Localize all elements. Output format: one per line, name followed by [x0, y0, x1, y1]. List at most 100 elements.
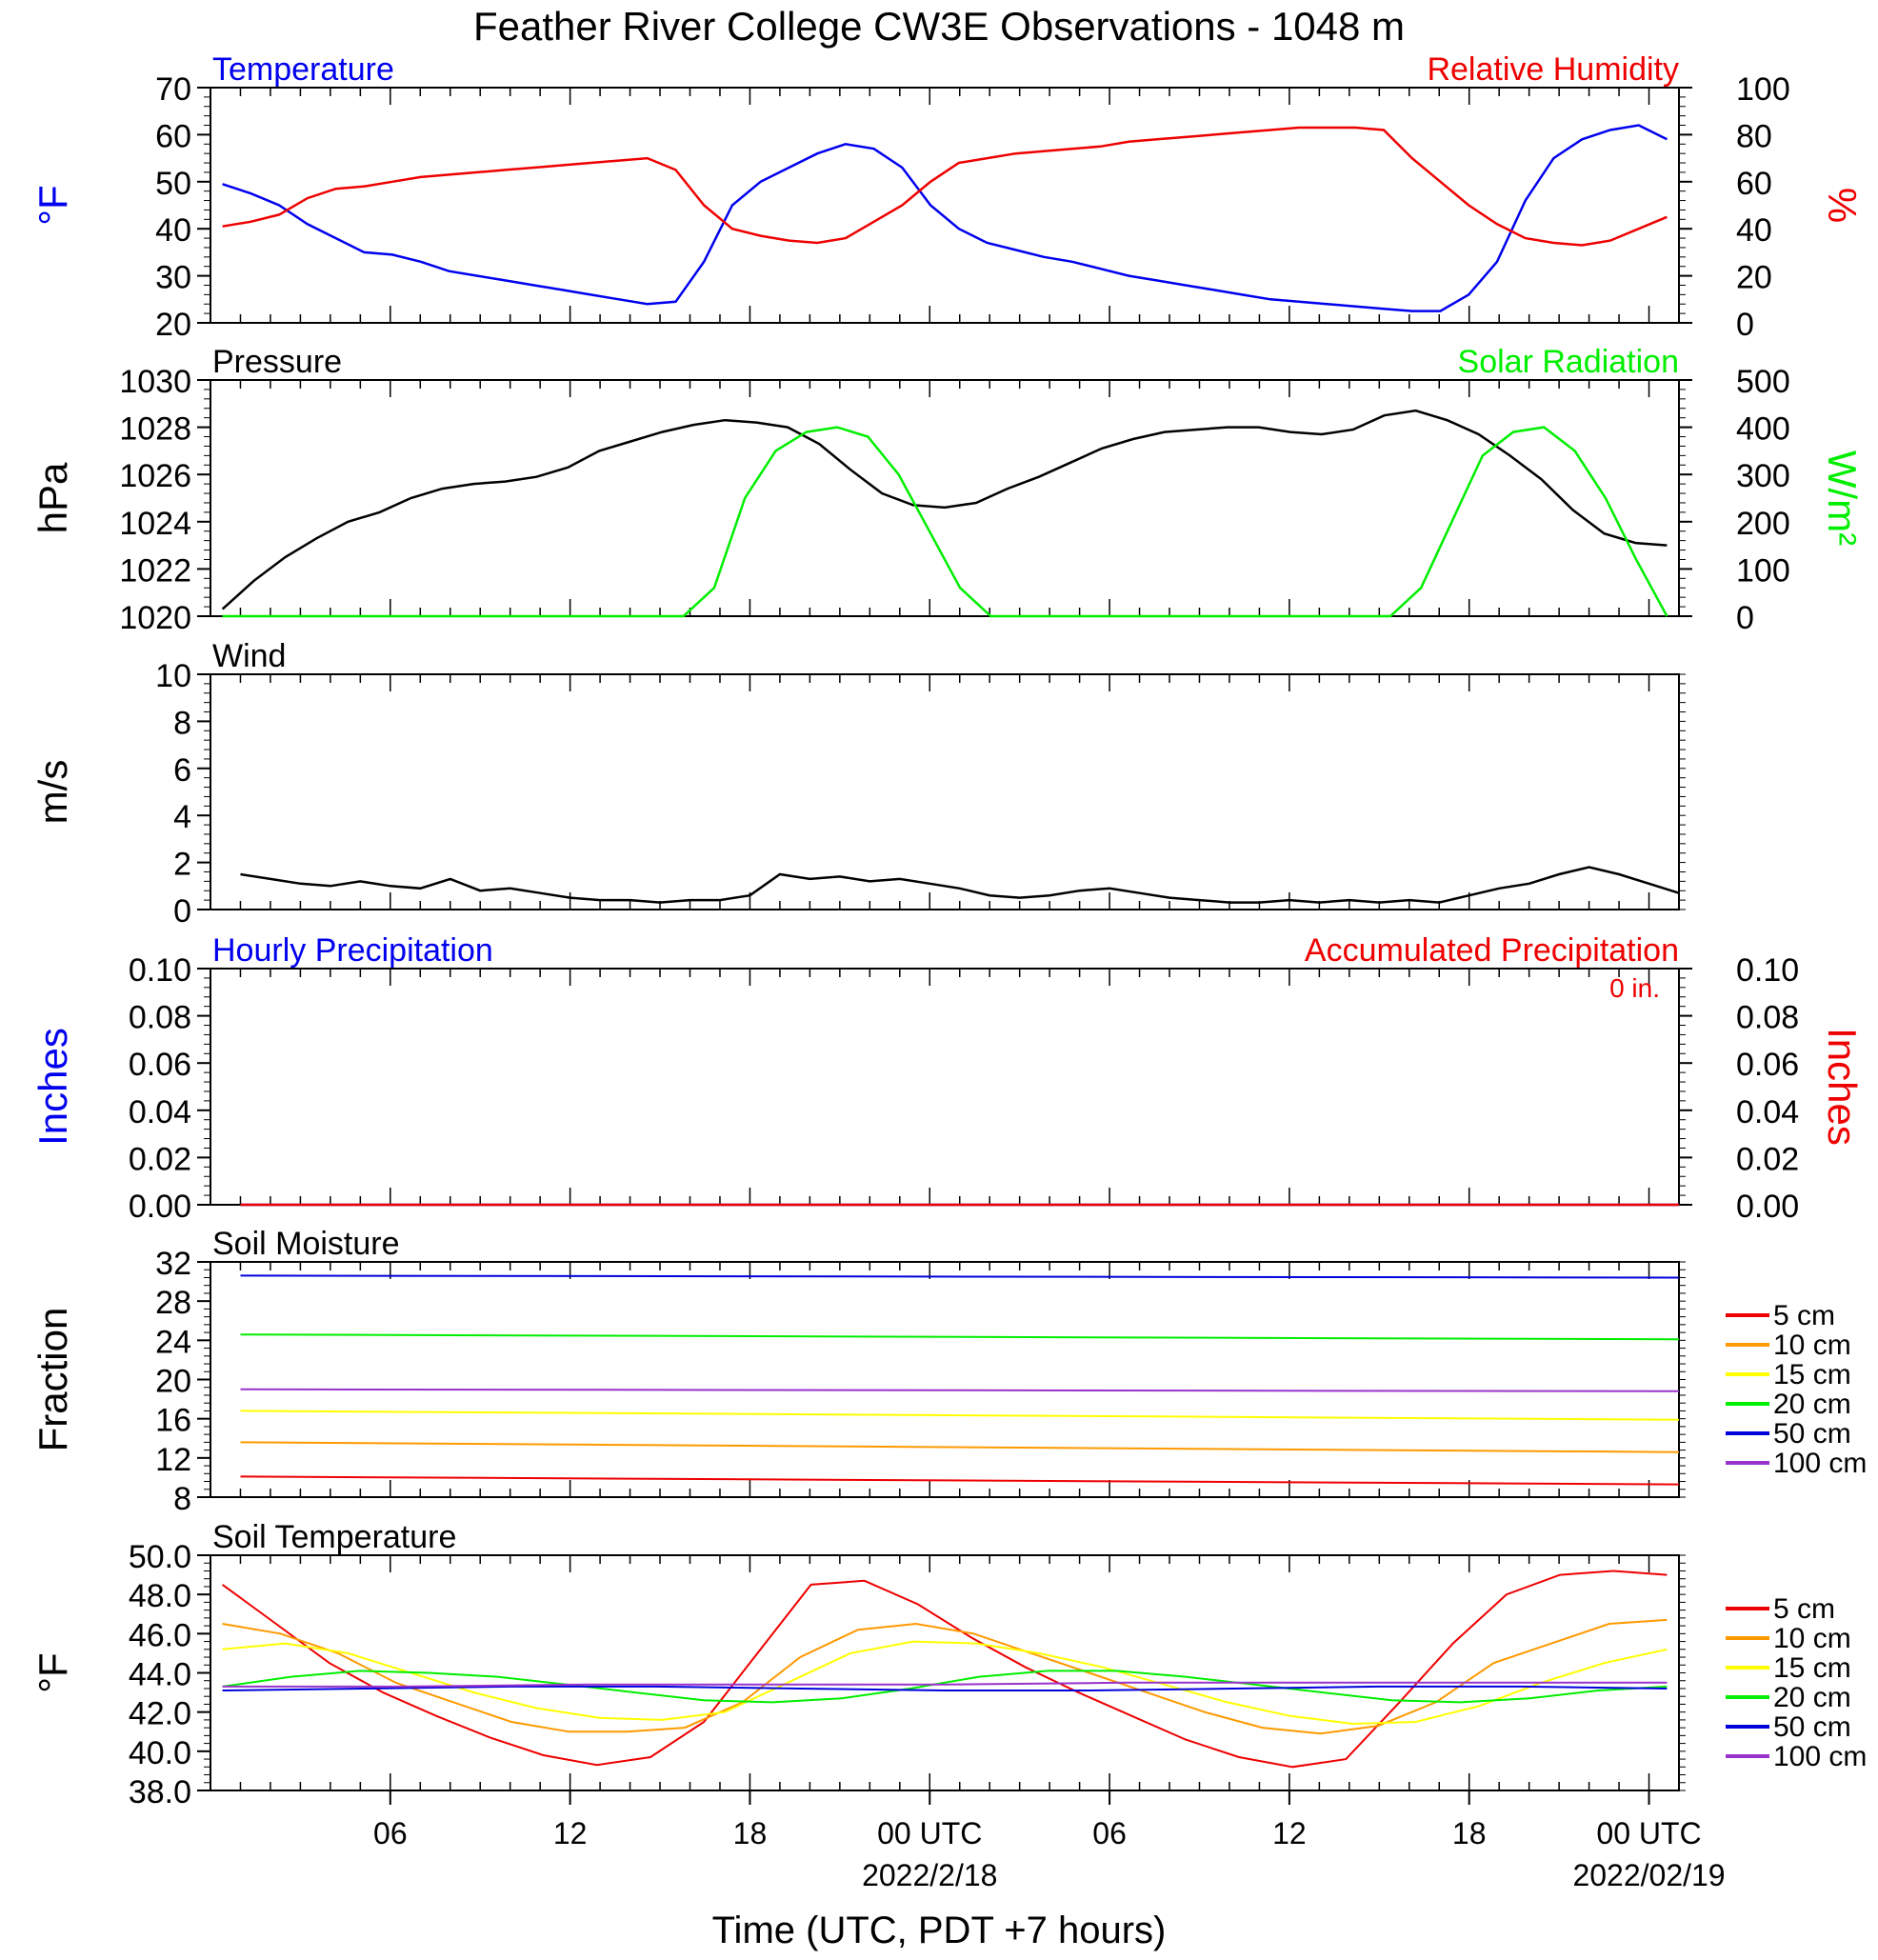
x-tick-label: 06 — [373, 1816, 408, 1850]
y-tick-label-left: 40 — [155, 212, 191, 249]
series-line-3 — [240, 1333, 1680, 1341]
y-axis-label-right: % — [1820, 188, 1865, 223]
y-tick-label-left: 10 — [155, 658, 191, 694]
x-axis-label: Time (UTC, PDT +7 hours) — [712, 1910, 1167, 1951]
legend-label: 5 cm — [1773, 1593, 1835, 1625]
chart-title: Feather River College CW3E Observations … — [473, 4, 1405, 49]
x-tick-label: 18 — [1452, 1816, 1487, 1850]
panel-5: 50.048.046.0 44.042.040.038.0 Soil Tempera… — [30, 1519, 1867, 1810]
y-tick-label-left: 46.0 — [129, 1617, 191, 1653]
legend-label: 10 cm — [1773, 1330, 1851, 1361]
y-tick-label-right: 300 — [1736, 458, 1790, 494]
series-line-2 — [222, 1640, 1668, 1726]
y-tick-label-left: 30 — [155, 260, 191, 296]
y-tick-label-left: 16 — [155, 1403, 191, 1439]
series-line-0 — [222, 124, 1668, 312]
x-date-label: 2022/2/18 — [862, 1858, 997, 1892]
series-line-5 — [240, 1388, 1680, 1392]
panel-title-left: Temperature — [212, 51, 394, 88]
x-tick-label: 18 — [733, 1816, 768, 1850]
y-axis-label-right: W/m² — [1820, 450, 1865, 546]
x-date-label: 2022/02/19 — [1572, 1858, 1725, 1892]
y-tick-label-right: 20 — [1736, 260, 1772, 296]
panel-2: 10 8 6 4 2 0 Wind m/s — [30, 638, 1686, 930]
series-line-1 — [222, 1618, 1668, 1735]
x-tick-label: 00 UTC — [1596, 1816, 1701, 1850]
y-tick-label-left: 0.04 — [129, 1094, 191, 1130]
y-tick-label-right: 0.06 — [1736, 1047, 1799, 1083]
y-tick-label-left: 0 — [173, 893, 191, 930]
y-tick-label-right: 100 — [1736, 71, 1790, 108]
y-axis-label-left: °F — [30, 1652, 75, 1692]
y-tick-label-right: 500 — [1736, 364, 1790, 400]
legend-label: 15 cm — [1773, 1652, 1851, 1684]
legend-label: 15 cm — [1773, 1359, 1851, 1390]
series-line-5 — [222, 1681, 1668, 1688]
legend-label: 50 cm — [1773, 1711, 1851, 1743]
panel-title-left: Soil Moisture — [212, 1226, 400, 1262]
series-line-0 — [240, 1475, 1680, 1486]
y-tick-label-right: 0.10 — [1736, 952, 1799, 989]
y-tick-label-right: 60 — [1736, 166, 1772, 202]
y-tick-label-left: 0.10 — [129, 952, 191, 989]
y-axis-label-left: m/s — [30, 760, 75, 825]
plot-frame — [210, 87, 1680, 324]
series-line-4 — [240, 1274, 1680, 1279]
y-tick-label-right: 0.00 — [1736, 1189, 1799, 1225]
panel-1: 1030 1028 1026 1024 1022 1020 500 400 300 200 100 0… — [30, 344, 1865, 636]
legend-label: 20 cm — [1773, 1389, 1851, 1420]
y-tick-label-left: 0.08 — [129, 1000, 191, 1036]
series-line-4 — [222, 1685, 1668, 1691]
series-line-1 — [222, 426, 1668, 618]
y-tick-label-left: 12 — [155, 1442, 191, 1478]
plot-frame — [210, 379, 1680, 617]
y-tick-label-left: 48.0 — [129, 1578, 191, 1614]
y-tick-label-right: 400 — [1736, 411, 1790, 448]
y-axis-label-left: Fraction — [30, 1308, 75, 1452]
legend-label: 100 cm — [1773, 1741, 1867, 1772]
y-tick-label-left: 0.02 — [129, 1141, 191, 1177]
plot-frame — [210, 1261, 1680, 1498]
panel-title-left: Hourly Precipitation — [212, 932, 493, 969]
panel-title-right: Solar Radiation — [1458, 344, 1679, 380]
y-tick-label-left: 42.0 — [129, 1696, 191, 1732]
x-tick-label: 12 — [553, 1816, 588, 1850]
y-tick-label-left: 6 — [173, 752, 191, 789]
panel-title-left: Pressure — [212, 344, 342, 380]
x-tick-label: 00 UTC — [877, 1816, 982, 1850]
y-tick-label-left: 1028 — [119, 411, 191, 448]
legend-label: 20 cm — [1773, 1682, 1851, 1713]
y-tick-label-left: 0.00 — [129, 1189, 191, 1225]
series-line-3 — [222, 1670, 1668, 1704]
panel-title-left: Soil Temperature — [212, 1519, 456, 1555]
y-tick-label-left: 44.0 — [129, 1657, 191, 1693]
y-axis-label-right: Inches — [1820, 1028, 1865, 1146]
y-tick-label-left: 1022 — [119, 552, 191, 589]
y-tick-label-left: 60 — [155, 118, 191, 154]
y-tick-label-right: 80 — [1736, 118, 1772, 154]
y-tick-label-left: 70 — [155, 71, 191, 108]
y-tick-label-left: 1030 — [119, 364, 191, 400]
x-tick-label: 06 — [1092, 1816, 1127, 1850]
series-line-0 — [240, 866, 1680, 904]
y-tick-label-left: 20 — [155, 307, 191, 343]
legend-label: 50 cm — [1773, 1418, 1851, 1450]
y-tick-label-left: 38.0 — [129, 1774, 191, 1810]
y-tick-label-left: 1024 — [119, 506, 191, 542]
y-tick-label-left: 32 — [155, 1246, 191, 1282]
y-tick-label-left: 1026 — [119, 458, 191, 494]
y-tick-label-left: 1020 — [119, 600, 191, 636]
panel-title-left: Wind — [212, 638, 286, 674]
y-axis-label-left: °F — [30, 185, 75, 225]
y-tick-label-left: 28 — [155, 1285, 191, 1321]
panel-title-right: Accumulated Precipitation — [1305, 932, 1679, 969]
y-tick-label-left: 24 — [155, 1324, 191, 1360]
legend-label: 5 cm — [1773, 1300, 1835, 1331]
series-line-2 — [240, 1410, 1680, 1421]
plot-frame — [210, 968, 1680, 1206]
y-tick-label-right: 0 — [1736, 600, 1754, 636]
y-tick-label-right: 0.04 — [1736, 1094, 1799, 1130]
y-tick-label-left: 0.06 — [129, 1047, 191, 1083]
